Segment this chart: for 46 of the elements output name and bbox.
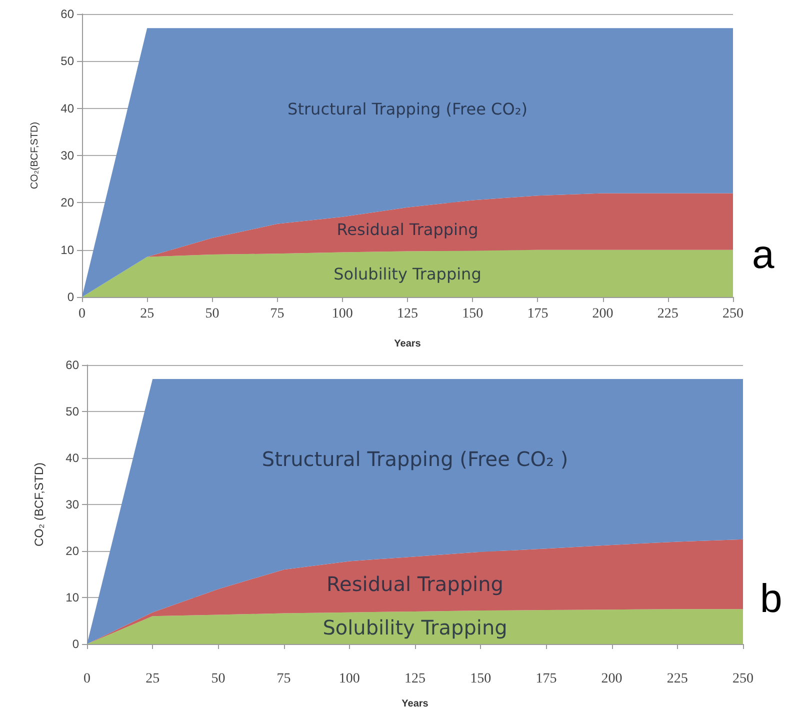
y-tick-label: 50 <box>66 404 80 418</box>
series-label: Residual Trapping <box>326 572 504 596</box>
y-tick-label: 40 <box>66 451 80 465</box>
x-tick-label: 200 <box>601 672 622 686</box>
x-tick-label: 100 <box>332 306 353 322</box>
x-axis-title: Years <box>394 338 422 350</box>
y-tick-label: 10 <box>66 590 80 604</box>
y-tick-label: 10 <box>60 242 74 257</box>
y-tick-label: 60 <box>60 7 74 21</box>
x-tick-label: 150 <box>462 306 484 322</box>
y-tick-label: 20 <box>60 196 74 210</box>
x-tick-label: 225 <box>657 306 678 322</box>
series-label: Structural Trapping (Free CO₂) <box>288 99 528 118</box>
y-tick-label: 30 <box>66 498 80 512</box>
x-tick-label: 50 <box>205 306 220 322</box>
x-tick-label: 25 <box>140 306 154 322</box>
y-tick-label: 50 <box>60 54 74 68</box>
x-axis-title: Years <box>402 698 429 710</box>
y-axis-title: CO₂ (BCF,STD) <box>32 462 46 546</box>
y-tick-label: 30 <box>60 148 74 162</box>
x-tick-label: 175 <box>527 306 548 322</box>
y-tick-label: 20 <box>66 544 80 558</box>
y-axis-title: CO₂(BCF,STD) <box>30 122 40 190</box>
y-tick-label: 60 <box>66 358 80 372</box>
x-tick-label: 25 <box>146 672 160 686</box>
x-tick-label: 50 <box>211 672 226 686</box>
series-label: Solubility Trapping <box>334 264 482 284</box>
x-tick-label: 175 <box>536 672 557 686</box>
series-label: Structural Trapping (Free CO₂ ) <box>262 446 568 471</box>
y-tick-label: 0 <box>72 637 80 651</box>
x-tick-label: 0 <box>84 672 90 686</box>
x-tick-label: 225 <box>666 672 688 686</box>
x-tick-label: 75 <box>276 672 291 686</box>
y-tick-label: 40 <box>60 101 74 116</box>
x-tick-label: 125 <box>404 672 426 686</box>
x-tick-label: 150 <box>470 672 492 686</box>
x-tick-label: 250 <box>722 306 744 322</box>
x-tick-label: 100 <box>338 672 360 686</box>
x-tick-label: 200 <box>592 306 614 322</box>
series-label: Residual Trapping <box>336 220 478 239</box>
text: a <box>752 233 774 278</box>
x-tick-label: 75 <box>270 306 284 322</box>
x-tick-label: 250 <box>732 672 754 686</box>
y-tick-label: 0 <box>67 290 74 304</box>
text: b <box>760 577 782 622</box>
x-tick-label: 125 <box>397 306 418 322</box>
